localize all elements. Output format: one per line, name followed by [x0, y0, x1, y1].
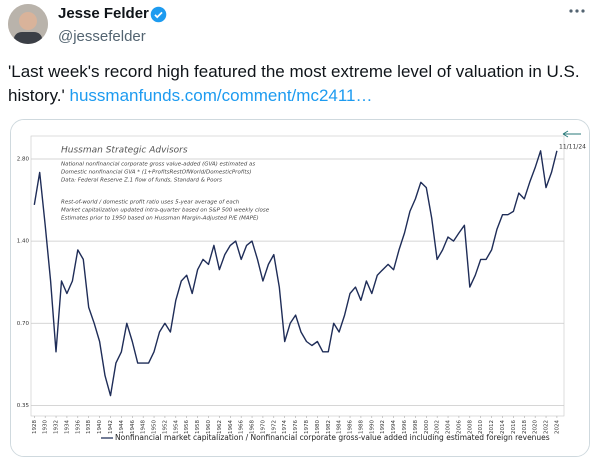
legend-label: Nonfinancial market capitalization / Non…	[115, 433, 550, 442]
x-tick-label: 1930	[43, 420, 49, 434]
x-tick-label: 1938	[86, 420, 92, 434]
x-tick-label: 2004	[446, 420, 452, 434]
media-card[interactable]: 0.35 0.70 1.40 2.80 1928 1930 1932 1934 1936 1938…	[10, 119, 590, 457]
x-tick-label: 1936	[75, 420, 81, 434]
y-tick-label: 2.80	[17, 157, 30, 163]
x-tick-label: 1996	[402, 420, 408, 434]
chart-note: Rest-of-world / domestic profit ratio us…	[61, 200, 240, 206]
x-tick-label: 1928	[32, 420, 38, 434]
x-tick-label: 1932	[54, 420, 60, 434]
plot-frame	[30, 135, 565, 417]
date-arrow	[562, 130, 581, 138]
x-tick-label: 2008	[467, 420, 473, 434]
date-label: 11/11/24	[559, 144, 586, 151]
x-tick-label: 1940	[97, 420, 103, 434]
x-tick-label: 2012	[489, 420, 495, 434]
x-tick-label: 1980	[315, 420, 321, 434]
author-name[interactable]: Jesse Felder	[58, 5, 149, 22]
x-tick-label: 1994	[391, 420, 397, 434]
x-tick-label: 2000	[424, 420, 430, 434]
x-tick-label: 1948	[141, 420, 147, 434]
verified-badge	[150, 6, 167, 23]
y-tick-label: 0.70	[17, 321, 30, 327]
x-tick-label: 1970	[260, 420, 266, 434]
avatar-image	[8, 4, 48, 44]
chart-note: Data: Federal Reserve Z.1 flow of funds,…	[61, 178, 222, 184]
avatar[interactable]	[8, 4, 48, 44]
x-tick-label: 1984	[337, 420, 343, 434]
x-tick-label: 1958	[195, 420, 201, 434]
x-tick-label: 2006	[456, 420, 462, 434]
x-tick-label: 1968	[250, 420, 256, 434]
x-tick-label: 1992	[380, 420, 386, 434]
x-tick-label: 2024	[554, 420, 560, 434]
x-tick-label: 1966	[239, 420, 245, 434]
chart-note: National nonfinancial corporate gross va…	[61, 162, 255, 168]
x-tick-label: 1976	[293, 420, 299, 434]
x-tick-label: 2018	[522, 420, 528, 434]
y-tick-label: 1.40	[17, 239, 30, 245]
x-tick-label: 1988	[358, 420, 364, 434]
tweet-text: 'Last week's record high featured the mo…	[8, 60, 592, 108]
x-tick-label: 1986	[348, 420, 354, 434]
x-tick-label: 1982	[326, 420, 332, 434]
x-tick-label: 1978	[304, 420, 310, 434]
chart-title: Hussman Strategic Advisors	[61, 146, 188, 156]
x-tick-label: 1946	[130, 420, 136, 434]
y-tick-label: 0.35	[17, 403, 30, 409]
x-tick-label: 2020	[533, 420, 539, 434]
author-handle[interactable]: @jessefelder	[58, 28, 146, 45]
x-tick-label: 2002	[435, 420, 441, 434]
x-tick-label: 1964	[228, 420, 234, 434]
x-tick-label: 1990	[369, 420, 375, 434]
x-tick-label: 2010	[478, 420, 484, 434]
tweet-body: 'Last week's record high featured the mo…	[8, 62, 580, 105]
x-tick-label: 1962	[217, 420, 223, 434]
x-tick-label: 1950	[152, 420, 158, 434]
x-tick-label: 1954	[173, 420, 179, 434]
x-tick-label: 1956	[184, 420, 190, 434]
more-button[interactable]	[568, 8, 586, 14]
x-tick-label: 1974	[282, 420, 288, 434]
x-tick-label: 1998	[413, 420, 419, 434]
chart-note: Market capitalization updated intra-quar…	[61, 208, 270, 214]
x-tick-label: 1942	[108, 420, 114, 434]
x-tick-label: 1960	[206, 420, 212, 434]
chart-note: Domestic nonfinancial GVA * (1+ProfitsRe…	[61, 170, 252, 176]
x-tick-label: 1972	[271, 420, 277, 434]
x-tick-label: 2022	[544, 420, 550, 434]
chart-note: Estimates prior to 1950 based on Hussman…	[61, 216, 259, 222]
chart: 0.35 0.70 1.40 2.80 1928 1930 1932 1934 1936 1938…	[11, 120, 589, 456]
x-tick-label: 1944	[119, 420, 125, 434]
x-tick-label: 2014	[500, 420, 506, 434]
tweet-link[interactable]: hussmanfunds.com/comment/mc2411…	[69, 86, 373, 105]
x-tick-label: 1952	[162, 420, 168, 434]
x-tick-label: 2016	[511, 420, 517, 434]
series-line	[33, 150, 558, 397]
x-tick-label: 1934	[64, 420, 70, 434]
